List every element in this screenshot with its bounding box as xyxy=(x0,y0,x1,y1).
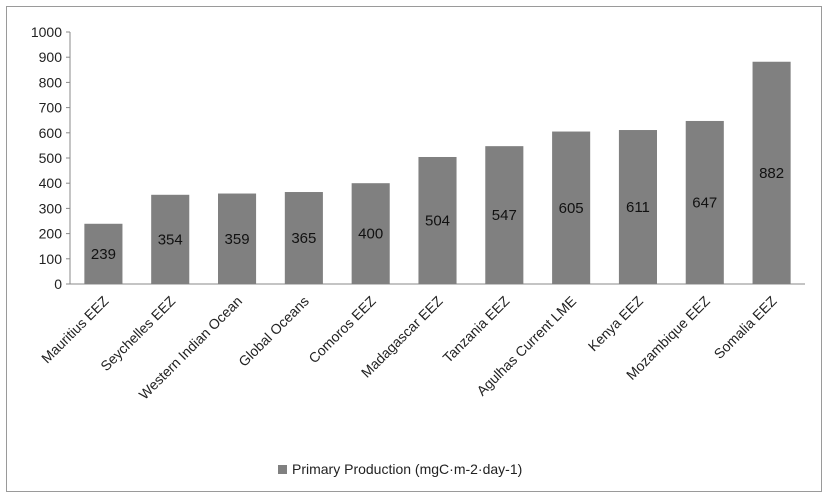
y-tick-label: 700 xyxy=(39,100,63,116)
legend-swatch xyxy=(278,465,287,474)
data-label: 354 xyxy=(158,231,183,248)
y-tick-label: 0 xyxy=(54,276,62,292)
data-label: 647 xyxy=(692,194,717,211)
category-label: Comoros EEZ xyxy=(305,292,379,366)
category-label: Mauritius EEZ xyxy=(38,292,112,366)
bar xyxy=(151,194,190,284)
bar xyxy=(552,131,591,284)
category-label: Global Oceans xyxy=(235,293,312,370)
y-tick-label: 900 xyxy=(39,49,63,65)
data-label: 400 xyxy=(358,226,383,243)
bars: 239 354 359 365 400 504 547 605 611 647 882 xyxy=(84,61,791,285)
data-label: 504 xyxy=(425,212,450,229)
y-axis: 0 100 200 300 400 500 600 700 800 900 1000 xyxy=(31,24,805,292)
data-label: 605 xyxy=(559,200,584,217)
y-tick-label: 1000 xyxy=(31,24,62,40)
legend-label: Primary Production (mgC·m-2·day-1) xyxy=(292,461,522,477)
bar xyxy=(618,130,657,284)
y-tick-label: 300 xyxy=(39,200,63,216)
bar xyxy=(84,223,123,284)
data-label: 359 xyxy=(225,231,250,248)
bar xyxy=(485,146,524,284)
data-label: 882 xyxy=(759,165,784,182)
y-tick-label: 800 xyxy=(39,74,63,90)
category-label: Tanzania EEZ xyxy=(439,293,512,366)
bar xyxy=(218,193,257,284)
bar xyxy=(685,120,724,285)
legend: Primary Production (mgC·m-2·day-1) xyxy=(278,461,522,477)
category-label: Somalia EEZ xyxy=(711,292,780,361)
data-label: 547 xyxy=(492,207,517,224)
y-tick-label: 200 xyxy=(39,226,63,242)
bar xyxy=(284,192,323,284)
y-tick-label: 600 xyxy=(39,125,63,141)
y-tick-label: 400 xyxy=(39,175,63,191)
data-label: 611 xyxy=(626,199,650,216)
bar xyxy=(351,183,390,284)
y-tick-label: 100 xyxy=(39,251,63,267)
data-label: 239 xyxy=(91,246,116,263)
y-tick-label: 500 xyxy=(39,150,63,166)
bar xyxy=(418,156,457,284)
bar xyxy=(752,61,791,285)
data-label: 365 xyxy=(291,230,316,247)
category-label: Kenya EEZ xyxy=(585,293,647,355)
